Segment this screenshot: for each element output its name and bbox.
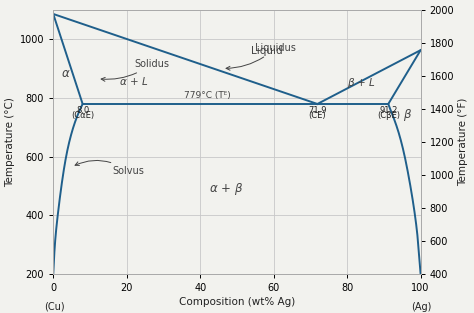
Text: Liquid: Liquid xyxy=(251,46,282,56)
Text: Solidus: Solidus xyxy=(101,59,169,81)
Text: 71.9: 71.9 xyxy=(308,106,327,115)
Text: $\alpha$ + L: $\alpha$ + L xyxy=(119,74,149,87)
Text: $\beta$: $\beta$ xyxy=(403,107,412,123)
Text: Liquidus: Liquidus xyxy=(226,43,296,70)
X-axis label: Composition (wt% Ag): Composition (wt% Ag) xyxy=(179,297,295,307)
Text: $\beta$ + L: $\beta$ + L xyxy=(347,76,376,90)
Text: (CβE): (CβE) xyxy=(377,111,400,120)
Text: (CαE): (CαE) xyxy=(71,111,94,120)
Text: 8.0: 8.0 xyxy=(76,106,89,115)
Y-axis label: Temperature (°F): Temperature (°F) xyxy=(458,98,468,186)
Text: (CE): (CE) xyxy=(309,111,326,120)
Y-axis label: Temperature (°C): Temperature (°C) xyxy=(6,97,16,187)
Text: (Cu): (Cu) xyxy=(44,302,65,312)
Text: $\alpha$ + $\beta$: $\alpha$ + $\beta$ xyxy=(209,181,243,197)
Text: 91.2: 91.2 xyxy=(379,106,398,115)
Text: Solvus: Solvus xyxy=(75,161,144,176)
Text: $\alpha$: $\alpha$ xyxy=(61,67,71,80)
Text: 779°C (Tᴱ): 779°C (Tᴱ) xyxy=(184,91,231,100)
Text: (Ag): (Ag) xyxy=(411,302,431,312)
